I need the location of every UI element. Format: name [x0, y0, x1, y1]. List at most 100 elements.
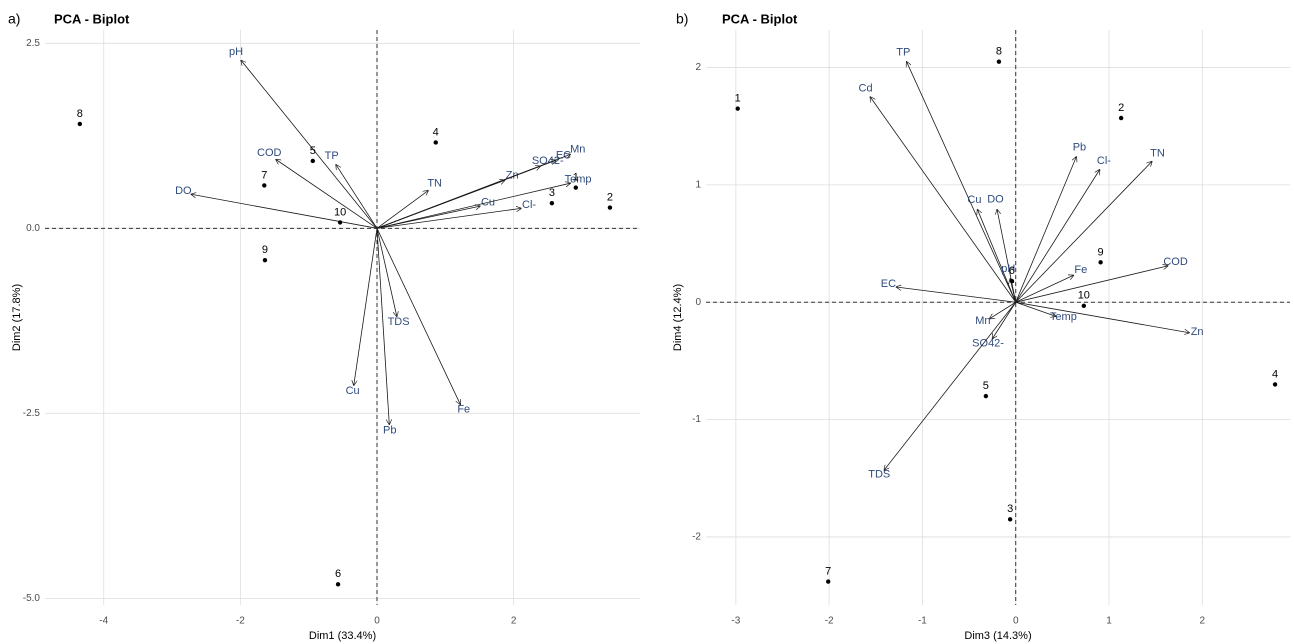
- point: [1009, 278, 1015, 284]
- point: [1098, 260, 1103, 265]
- point: [262, 183, 267, 188]
- x-axis-title: Dim1 (33.4%): [309, 630, 376, 642]
- point: [77, 121, 83, 127]
- point-label: 10: [334, 206, 346, 218]
- x-tick-label: 0: [374, 616, 380, 627]
- loading-arrow: [997, 210, 1017, 303]
- point-label: 6: [335, 568, 341, 580]
- loading-label: Cl-: [1097, 155, 1111, 167]
- x-tick-label: 1: [1106, 616, 1112, 627]
- loading-arrow: [1015, 170, 1100, 303]
- x-tick-label: -4: [99, 616, 108, 627]
- loading-label: Cu: [967, 194, 981, 206]
- x-tick-label: 2: [511, 616, 517, 627]
- x-tick-label: -3: [731, 616, 740, 627]
- point-label: 9: [262, 244, 268, 256]
- loading-label: Cu: [346, 385, 360, 397]
- loading-label: Cd: [859, 82, 873, 94]
- loading-label: Temp: [565, 173, 592, 185]
- point: [262, 257, 268, 263]
- point-label: 2: [1118, 102, 1124, 114]
- y-tick-label: -2.5: [23, 408, 41, 419]
- loading-label: TN: [1150, 148, 1165, 160]
- point: [1007, 517, 1013, 522]
- loading-label: Temp: [1050, 311, 1077, 323]
- loading-arrow: [376, 191, 428, 229]
- point: [335, 582, 341, 587]
- point-label: 3: [1007, 503, 1013, 515]
- point: [337, 220, 343, 225]
- loading-arrow: [376, 228, 397, 316]
- loading-label: Mn: [570, 143, 585, 155]
- y-tick-label: 2.5: [26, 38, 40, 49]
- point: [826, 579, 831, 584]
- point: [1118, 115, 1124, 121]
- loading-label: TP: [325, 150, 339, 162]
- point: [607, 205, 613, 210]
- panel-label: a): [8, 11, 20, 27]
- loading-arrow: [1015, 161, 1152, 303]
- loading-arrow: [336, 165, 378, 229]
- point-label: 7: [261, 169, 267, 181]
- loading-label: DO: [987, 194, 1004, 206]
- y-tick-label: 0.0: [26, 223, 40, 234]
- loading-label: COD: [1163, 256, 1188, 268]
- chart-title: PCA - Biplot: [722, 11, 798, 26]
- point-label: 4: [433, 126, 439, 138]
- x-tick-label: -2: [236, 616, 245, 627]
- loading-label: TP: [896, 46, 910, 58]
- x-tick-label: -1: [918, 616, 927, 627]
- point: [735, 106, 740, 111]
- loading-label: pH: [1001, 263, 1015, 275]
- loading-label: SO42-: [972, 337, 1004, 349]
- loading-label: EC: [881, 278, 896, 290]
- point-label: 6: [1009, 265, 1015, 277]
- y-tick-label: 0: [695, 297, 701, 308]
- point-label: 8: [77, 108, 83, 120]
- point-label: 10: [1078, 290, 1090, 302]
- point: [1081, 303, 1087, 308]
- point-label: 2: [607, 192, 613, 204]
- point-label: 5: [310, 145, 316, 157]
- loading-arrow: [241, 60, 378, 229]
- loading-arrow: [977, 210, 1017, 303]
- loading-label: Fe: [1074, 264, 1087, 276]
- loading-label: Cl-: [522, 199, 536, 211]
- loading-label: TDS: [388, 316, 410, 328]
- point: [549, 200, 555, 206]
- loading-arrow: [354, 228, 378, 385]
- loading-label: TN: [427, 178, 442, 190]
- point-label: 9: [1098, 246, 1104, 258]
- y-tick-label: 2: [695, 62, 701, 73]
- point-label: 4: [1272, 368, 1278, 380]
- y-tick-label: -5.0: [23, 593, 41, 604]
- chart-title: PCA - Biplot: [54, 11, 130, 26]
- point-label: 5: [983, 380, 989, 392]
- loading-arrow: [1015, 275, 1074, 303]
- loading-arrow: [896, 287, 1016, 303]
- y-tick-label: -2: [692, 532, 701, 543]
- loading-arrow: [1015, 301, 1190, 333]
- loading-arrow: [990, 301, 1016, 318]
- loading-arrow: [992, 302, 1017, 338]
- x-axis-title: Dim3 (14.3%): [964, 630, 1031, 642]
- loading-label: Fe: [457, 404, 470, 416]
- point: [1272, 382, 1278, 387]
- loading-arrow: [376, 208, 521, 229]
- point-label: 1: [735, 93, 741, 105]
- point: [983, 393, 989, 399]
- panel-label: b): [676, 11, 688, 27]
- loading-arrow: [870, 97, 1017, 303]
- x-tick-label: 2: [1200, 616, 1206, 627]
- loading-label: Pb: [383, 424, 396, 436]
- loading-arrow: [1015, 301, 1056, 316]
- point-label: 7: [825, 565, 831, 577]
- y-tick-label: 1: [695, 180, 701, 191]
- point-label: 3: [549, 187, 555, 199]
- loading-arrow: [276, 160, 378, 229]
- loading-arrow: [907, 62, 1017, 303]
- point: [996, 59, 1002, 64]
- x-tick-label: -2: [825, 616, 834, 627]
- loading-arrow: [191, 194, 378, 229]
